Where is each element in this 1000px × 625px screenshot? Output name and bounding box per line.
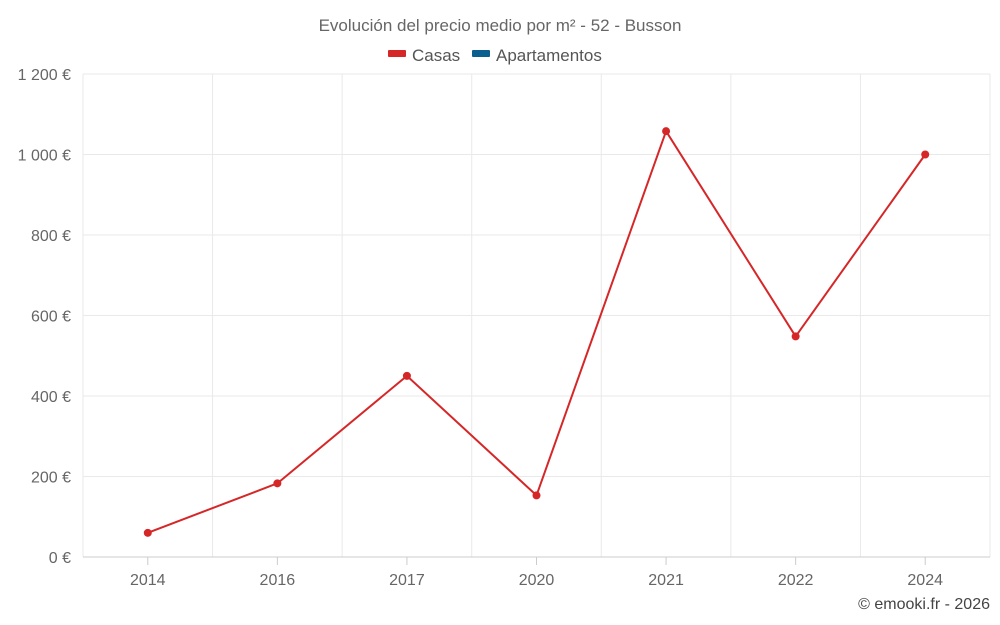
y-tick-label: 0 € xyxy=(49,550,71,567)
legend-swatch-apartamentos xyxy=(472,50,490,57)
x-tick-label: 2016 xyxy=(260,572,296,589)
legend-label-casas: Casas xyxy=(412,46,460,65)
x-tick-label: 2022 xyxy=(778,572,814,589)
credit-text: © emooki.fr - 2026 xyxy=(858,596,990,613)
data-point-casas-2022[interactable] xyxy=(791,332,800,341)
chart-title: Evolución del precio medio por m² - 52 -… xyxy=(319,16,682,35)
data-point-casas-2016[interactable] xyxy=(273,479,282,488)
y-tick-label: 800 € xyxy=(31,228,71,245)
series-casas xyxy=(143,127,930,537)
data-point-casas-2024[interactable] xyxy=(921,150,930,159)
data-point-casas-2020[interactable] xyxy=(532,491,541,500)
axes: 0 € 200 € 400 € 600 € 800 € 1 000 € 1 200 € 201… xyxy=(18,67,990,589)
x-tick-label: 2017 xyxy=(389,572,425,589)
legend-label-apartamentos: Apartamentos xyxy=(496,46,602,65)
legend-item-casas[interactable]: Casas xyxy=(388,46,460,65)
y-tick-label: 1 000 € xyxy=(18,148,71,165)
legend: Casas Apartamentos xyxy=(388,46,602,65)
y-tick-label: 200 € xyxy=(31,470,71,487)
y-tick-label: 1 200 € xyxy=(18,67,71,84)
legend-item-apartamentos[interactable]: Apartamentos xyxy=(472,46,602,65)
x-tick-label: 2014 xyxy=(130,572,166,589)
x-tick-label: 2024 xyxy=(907,572,943,589)
data-point-casas-2021[interactable] xyxy=(662,127,671,136)
x-tick-label: 2021 xyxy=(648,572,684,589)
data-point-casas-2017[interactable] xyxy=(402,371,411,380)
legend-swatch-casas xyxy=(388,50,406,57)
data-point-casas-2014[interactable] xyxy=(143,528,152,537)
y-tick-label: 600 € xyxy=(31,309,71,326)
grid xyxy=(82,73,991,557)
y-tick-label: 400 € xyxy=(31,389,71,406)
x-tick-label: 2020 xyxy=(519,572,555,589)
series-line-casas xyxy=(147,130,927,534)
